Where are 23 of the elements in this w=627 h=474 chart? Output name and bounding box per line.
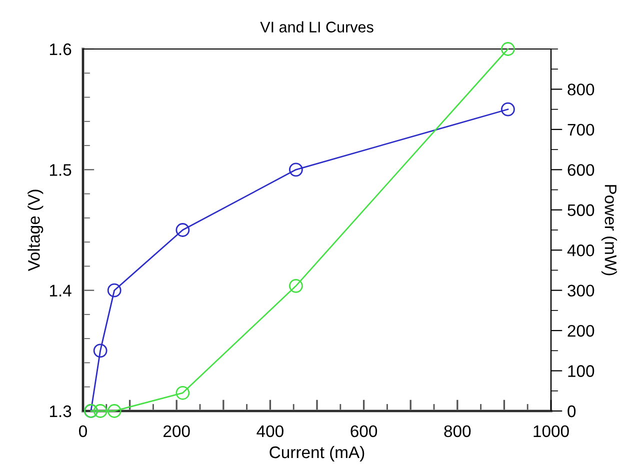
x-tick-label: 0 <box>79 425 87 438</box>
y-tick-label: 1.6 <box>50 43 72 56</box>
y2-tick-label: 200 <box>568 324 594 337</box>
y2-axis-title: Power (mW) <box>601 185 617 276</box>
x-tick-label: 200 <box>164 425 190 438</box>
y2-tick-label: 700 <box>568 124 594 136</box>
y2-tick-label: 300 <box>568 284 594 297</box>
chart-title: VI and LI Curves <box>260 21 374 32</box>
x-tick-label: 400 <box>256 425 284 438</box>
y-tick-label: 1.4 <box>50 284 72 296</box>
y2-tick-label: 800 <box>568 84 594 96</box>
y2-tick-label: 400 <box>567 244 594 256</box>
x-tick-label: 600 <box>350 425 378 438</box>
y2-tick-label: 500 <box>568 204 594 216</box>
y-tick-label: 1.5 <box>50 164 72 176</box>
y-axis-title: Voltage (V) <box>28 190 44 272</box>
x-tick-label: 800 <box>444 425 471 438</box>
y2-tick-label: 600 <box>568 164 594 176</box>
y2-tick-label: 0 <box>568 405 576 418</box>
y-tick-label: 1.3 <box>50 405 72 418</box>
x-axis-title: Current (mA) <box>270 446 364 462</box>
x-tick-label: 1000 <box>534 425 569 438</box>
y2-tick-label: 100 <box>568 365 594 377</box>
